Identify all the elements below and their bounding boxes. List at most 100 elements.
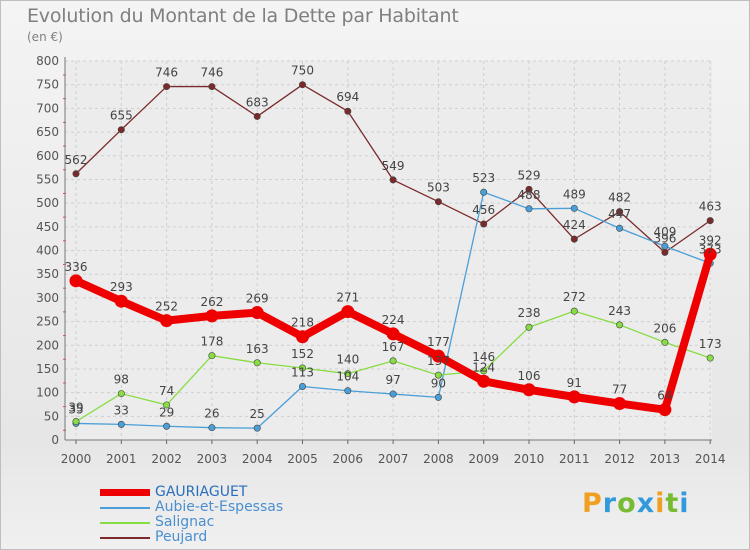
data-point-aubie-et-espessas [570,204,578,212]
data-point-gauriaguet [250,306,264,320]
data-label-gauriaguet: 64 [657,389,672,403]
y-tick-label: 550 [36,172,59,186]
data-label-gauriaguet: 218 [291,316,314,330]
data-point-salignac [661,338,669,346]
y-tick-label: 250 [36,315,59,329]
x-tick-label: 2012 [604,452,635,466]
data-point-gauriaguet [522,383,536,397]
data-point-peujard [434,198,442,206]
data-point-gauriaguet [160,314,174,328]
x-tick-label: 2000 [61,452,92,466]
data-point-aubie-et-espessas [253,424,261,432]
y-tick-label: 350 [36,267,59,281]
x-tick-label: 2009 [468,452,499,466]
data-label-salignac: 167 [382,340,405,354]
data-label-peujard: 562 [65,153,88,167]
data-label-peujard: 750 [291,64,314,78]
data-label-aubie-et-espessas: 373 [699,242,722,256]
data-label-peujard: 482 [608,191,631,205]
data-label-gauriaguet: 262 [200,295,223,309]
legend-swatch [100,507,150,509]
y-tick-label: 400 [36,244,59,258]
data-label-aubie-et-espessas: 488 [518,188,541,202]
data-label-salignac: 152 [291,347,314,361]
data-point-gauriaguet [703,247,717,261]
data-label-peujard: 655 [110,109,133,123]
x-tick-label: 2001 [106,452,137,466]
legend-swatch [100,522,150,524]
data-point-peujard [616,208,624,216]
data-point-peujard [117,126,125,134]
data-point-peujard [163,83,171,91]
y-tick-label: 100 [36,386,59,400]
y-tick-label: 450 [36,220,59,234]
legend-label: Aubie-et-Espessas [155,499,284,515]
data-point-peujard [570,235,578,243]
data-point-peujard [344,107,352,115]
data-label-peujard: 456 [472,203,495,217]
x-tick-label: 2007 [378,452,409,466]
data-label-gauriaguet: 177 [427,335,450,349]
y-tick-label: 700 [36,101,59,115]
data-label-peujard: 463 [699,200,722,214]
data-point-gauriaguet [431,349,445,363]
x-tick-label: 2006 [333,452,364,466]
data-point-aubie-et-espessas [661,242,669,250]
data-point-aubie-et-espessas [480,188,488,196]
y-tick-label: 500 [36,196,59,210]
data-label-gauriaguet: 392 [699,233,722,247]
data-label-peujard: 746 [200,66,223,80]
data-label-aubie-et-espessas: 523 [472,171,495,185]
data-label-peujard: 529 [518,168,541,182]
x-tick-label: 2002 [151,452,182,466]
y-tick-label: 300 [36,291,59,305]
x-tick-label: 2011 [559,452,590,466]
data-point-aubie-et-espessas [298,382,306,390]
data-point-peujard [661,248,669,256]
data-label-aubie-et-espessas: 489 [563,187,586,201]
data-label-gauriaguet: 91 [567,376,582,390]
data-point-gauriaguet [69,274,83,288]
data-point-peujard [525,185,533,193]
data-point-peujard [72,170,80,178]
data-label-aubie-et-espessas: 29 [159,405,174,419]
data-label-salignac: 163 [246,342,269,356]
x-tick-label: 2008 [423,452,454,466]
chart-unit: (en €) [27,30,63,44]
data-point-gauriaguet [296,330,309,344]
y-tick-label: 50 [44,409,59,423]
legend-label: Salignac [155,514,215,530]
data-point-salignac [480,367,488,375]
data-point-peujard [706,217,714,225]
data-label-aubie-et-espessas: 33 [114,403,129,417]
data-label-aubie-et-espessas: 97 [385,373,400,387]
data-point-peujard [298,81,306,89]
data-label-peujard: 694 [336,90,359,104]
data-point-salignac [570,307,578,315]
data-point-salignac [389,357,397,365]
data-label-aubie-et-espessas: 25 [250,407,265,421]
data-point-salignac [706,354,714,362]
data-label-peujard: 549 [382,159,405,173]
data-point-salignac [72,418,80,426]
x-tick-label: 2003 [197,452,228,466]
data-point-peujard [480,220,488,228]
y-tick-label: 650 [36,125,59,139]
data-point-salignac [344,370,352,378]
x-tick-label: 2014 [695,452,726,466]
data-point-salignac [298,364,306,372]
data-point-gauriaguet [613,397,627,411]
data-label-gauriaguet: 252 [155,300,178,314]
data-point-gauriaguet [205,309,219,323]
data-point-salignac [208,352,216,360]
data-label-gauriaguet: 271 [336,291,359,305]
data-point-salignac [117,390,125,398]
data-label-salignac: 238 [518,306,541,320]
x-tick-label: 2013 [650,452,681,466]
data-label-gauriaguet: 77 [612,383,627,397]
data-label-salignac: 98 [114,373,129,387]
data-label-aubie-et-espessas: 35 [68,402,83,416]
data-label-gauriaguet: 269 [246,292,269,306]
data-label-peujard: 683 [246,95,269,109]
data-point-aubie-et-espessas [389,390,397,398]
